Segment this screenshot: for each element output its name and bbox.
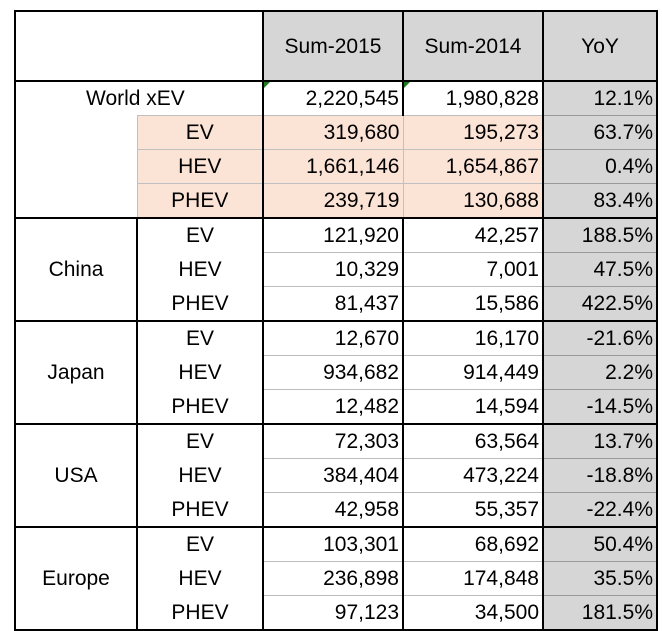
- region-label-japan: Japan: [14, 320, 138, 424]
- world-ev-sum2014: 195,273: [402, 115, 544, 150]
- china-phev-sum2014: 15,586: [402, 286, 543, 322]
- china-hev-sum2014: 7,001: [402, 252, 543, 287]
- header-sum-2015: Sum-2015: [262, 10, 404, 82]
- world-hev-row: HEV 1,661,146 1,654,867 0.4%: [14, 149, 658, 184]
- japan-hev-row: HEV 934,682 914,449 2.2%: [15, 355, 658, 390]
- world-ev-yoy: 63.7%: [542, 115, 658, 150]
- china-hev-type: HEV: [178, 258, 222, 281]
- europe-phev-sum2014: 34,500: [402, 595, 543, 631]
- usa-phev-sum2014: 55,357: [402, 492, 543, 528]
- china-phev-type: PHEV: [171, 291, 229, 315]
- usa-ev-type: EV: [137, 423, 263, 459]
- usa-ev-yoy: 13.7%: [542, 423, 658, 459]
- region-label-china: China: [14, 217, 138, 321]
- region-label-europe: Europe: [14, 526, 138, 631]
- usa-phev-type: PHEV: [171, 497, 229, 521]
- europe-phev-yoy: 181.5%: [542, 595, 658, 631]
- world-hev-type: HEV: [136, 149, 264, 184]
- world-total-row: World xEV 2,220,545 1,980,828 12.1%: [14, 80, 658, 116]
- world-spacer: [14, 115, 137, 150]
- europe-hev-sum2014: 174,848: [402, 561, 543, 596]
- world-spacer: [14, 149, 137, 184]
- world-yoy: 12.1%: [542, 80, 658, 116]
- europe-ev-yoy: 50.4%: [542, 526, 658, 562]
- europe-hev-type: HEV: [178, 567, 222, 590]
- world-phev-row: PHEV 239,719 130,688 83.4%: [14, 183, 658, 219]
- xev-sales-table: Sum-2015 Sum-2014 YoY World xEV 2,220,54…: [14, 10, 658, 631]
- world-hev-sum2015: 1,661,146: [262, 149, 404, 184]
- china-hev-sum2015: 10,329: [262, 252, 403, 287]
- world-phev-yoy: 83.4%: [542, 183, 658, 219]
- japan-ev-sum2015: 12,670: [262, 320, 403, 356]
- china-ev-row: China EV 121,920 42,257 188.5%: [14, 217, 658, 321]
- world-hev-yoy: 0.4%: [542, 149, 658, 184]
- europe-phev-type: PHEV: [137, 595, 263, 631]
- corner-cell: [14, 10, 264, 82]
- china-ev-sum2015: 121,920: [262, 217, 403, 253]
- world-ev-type: EV: [136, 115, 264, 150]
- usa-phev-row: PHEV 42,958 55,357 -22.4%: [15, 492, 658, 528]
- world-label: World xEV: [14, 80, 263, 116]
- japan-hev-sum2015: 934,682: [262, 355, 403, 390]
- header-row: Sum-2015 Sum-2014 YoY: [14, 10, 658, 82]
- europe-ev-sum2014: 68,692: [402, 526, 543, 562]
- japan-ev-type: EV: [137, 320, 263, 356]
- japan-hev-sum2014: 914,449: [402, 355, 543, 390]
- europe-ev-sum2015: 103,301: [262, 526, 403, 562]
- world-sum2014: 1,980,828: [402, 80, 543, 116]
- usa-ev-row: USA EV 72,303 63,564 13.7%: [14, 423, 658, 527]
- japan-hev-type: HEV: [178, 361, 222, 384]
- world-phev-type: PHEV: [136, 183, 264, 219]
- header-sum-2014: Sum-2014: [402, 10, 544, 82]
- usa-ev-sum2014: 63,564: [402, 423, 543, 459]
- europe-ev-row: Europe EV 103,301 68,692 50.4%: [14, 526, 658, 631]
- japan-phev-sum2015: 12,482: [262, 389, 403, 425]
- world-phev-sum2015: 239,719: [262, 183, 404, 219]
- japan-phev-sum2014: 14,594: [402, 389, 543, 425]
- usa-hev-yoy: -18.8%: [542, 458, 658, 493]
- japan-ev-yoy: -21.6%: [542, 320, 658, 356]
- world-sum2015: 2,220,545: [262, 80, 403, 116]
- europe-hev-sum2015: 236,898: [262, 561, 403, 596]
- world-ev-row: EV 319,680 195,273 63.7%: [14, 115, 658, 150]
- header-yoy: YoY: [542, 10, 658, 82]
- china-phev-sum2015: 81,437: [262, 286, 403, 322]
- usa-hev-type: HEV: [178, 464, 222, 487]
- usa-ev-sum2015: 72,303: [262, 423, 403, 459]
- europe-ev-type: EV: [137, 526, 263, 562]
- usa-hev-sum2015: 384,404: [262, 458, 403, 493]
- japan-ev-sum2014: 16,170: [402, 320, 543, 356]
- world-hev-sum2014: 1,654,867: [402, 149, 544, 184]
- usa-hev-sum2014: 473,224: [402, 458, 543, 493]
- japan-ev-row: Japan EV 12,670 16,170 -21.6%: [14, 320, 658, 424]
- china-ev-type: EV: [137, 217, 263, 253]
- europe-hev-yoy: 35.5%: [542, 561, 658, 596]
- usa-phev-yoy: -22.4%: [542, 492, 658, 528]
- china-phev-yoy: 422.5%: [542, 286, 658, 322]
- china-ev-yoy: 188.5%: [542, 217, 658, 253]
- japan-phev-yoy: -14.5%: [542, 389, 658, 425]
- world-ev-sum2015: 319,680: [262, 115, 404, 150]
- japan-phev-type: PHEV: [171, 394, 229, 418]
- europe-phev-sum2015: 97,123: [262, 595, 403, 631]
- world-phev-sum2014: 130,688: [402, 183, 544, 219]
- china-hev-yoy: 47.5%: [542, 252, 658, 287]
- world-spacer: [14, 183, 137, 218]
- region-label-usa: USA: [14, 423, 138, 527]
- china-ev-sum2014: 42,257: [402, 217, 543, 253]
- usa-hev-row: HEV 384,404 473,224 -18.8%: [15, 458, 658, 493]
- china-hev-row: HEV 10,329 7,001 47.5%: [15, 252, 658, 287]
- usa-phev-sum2015: 42,958: [262, 492, 403, 528]
- japan-hev-yoy: 2.2%: [542, 355, 658, 390]
